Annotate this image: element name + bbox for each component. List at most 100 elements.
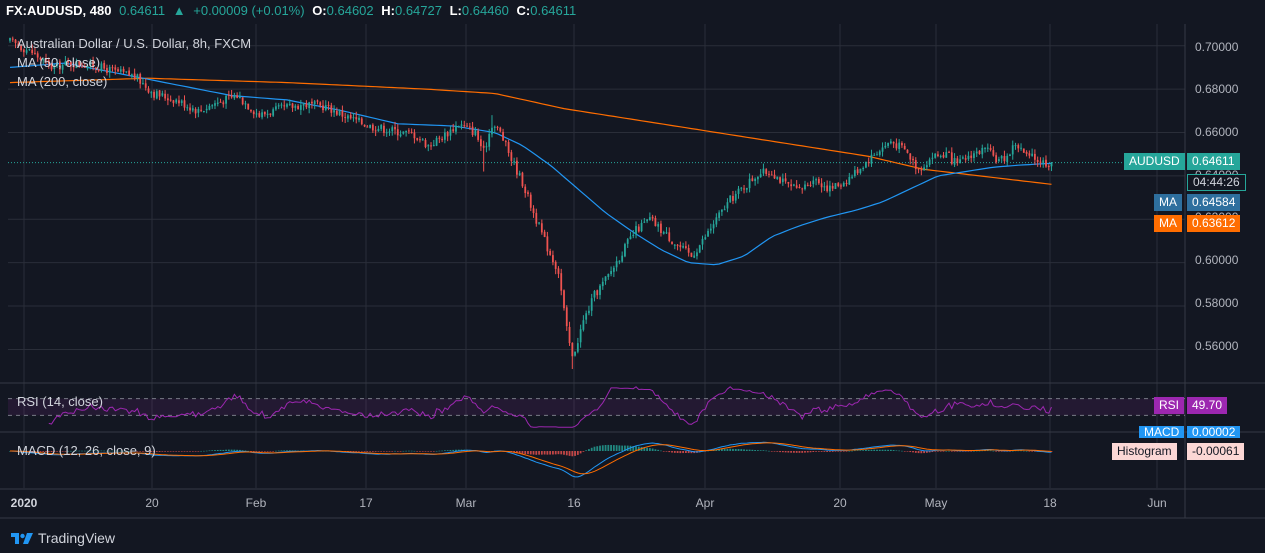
macd-histogram-bar <box>67 450 70 452</box>
candle-body <box>513 161 516 163</box>
ma200-legend[interactable]: MA (200, close) <box>17 74 108 89</box>
candle-body <box>1009 154 1011 156</box>
current-price: 0.64611 <box>1192 154 1235 168</box>
candle-body <box>153 91 155 98</box>
tradingview-brand[interactable]: TradingView <box>10 528 115 548</box>
candle-body <box>632 235 635 237</box>
candle-body <box>64 61 67 66</box>
candle-body <box>205 108 208 111</box>
macd-histogram-bar <box>823 451 826 452</box>
price-tick: 0.56000 <box>1195 339 1239 353</box>
candle-body <box>233 95 236 99</box>
candle-body <box>161 93 164 96</box>
candle-body <box>831 186 834 189</box>
candle-body <box>480 139 482 147</box>
rsi-pane <box>8 386 1185 428</box>
candle-body <box>693 255 696 258</box>
macd-histogram-bar <box>427 451 430 452</box>
macd-histogram-bar <box>629 445 632 451</box>
candle-body <box>11 38 14 40</box>
macd-histogram-bar <box>829 451 831 452</box>
candle-body <box>662 231 665 234</box>
macd-histogram-bar <box>1011 450 1014 452</box>
macd-histogram-bar <box>263 451 266 452</box>
macd-histogram-bar <box>58 451 61 452</box>
rsi-legend[interactable]: RSI (14, close) <box>17 394 103 409</box>
macd-histogram-bar <box>432 451 435 452</box>
price-tick: 0.58000 <box>1195 296 1239 310</box>
macd-histogram-bar <box>250 451 252 452</box>
candle-body <box>180 100 183 104</box>
macd-histogram-bar <box>241 450 244 451</box>
symbol-label[interactable]: FX:AUDUSD, 480 <box>6 3 112 18</box>
candle-body <box>374 130 377 132</box>
macd-histogram-bar <box>948 450 950 452</box>
candle-body <box>568 326 571 344</box>
candle-body <box>1003 156 1006 162</box>
candle-body <box>823 186 826 188</box>
macd-histogram-bar <box>360 451 363 452</box>
macd-histogram-bar <box>72 450 75 452</box>
candle-body <box>637 226 640 232</box>
candle-body <box>463 125 466 127</box>
candle-body <box>311 101 313 104</box>
macd-histogram-bar <box>981 450 984 452</box>
macd-histogram-bar <box>443 450 446 451</box>
macd-histogram-bar <box>377 451 380 452</box>
ma50-legend[interactable]: MA (50, close) <box>17 55 101 70</box>
candle-body <box>388 131 391 133</box>
macd-histogram-bar <box>745 449 748 451</box>
candle-body <box>928 159 931 165</box>
candle-body <box>430 145 432 147</box>
macd-histogram-bar <box>604 444 607 451</box>
candle-body <box>889 141 892 144</box>
candle-body <box>266 113 269 115</box>
candle-body <box>144 83 147 88</box>
macd-histogram-bar <box>732 448 734 451</box>
candle-body <box>607 274 610 277</box>
candle-body <box>571 342 574 357</box>
candle-body <box>762 168 765 174</box>
macd-histogram-bar <box>424 451 427 452</box>
macd-histogram-bar <box>626 445 629 451</box>
macd-histogram-bar <box>407 450 410 452</box>
macd-histogram-bar <box>912 451 914 453</box>
macd-histogram-bar <box>898 450 901 452</box>
candle-body <box>784 178 787 182</box>
macd-histogram-bar <box>865 449 867 451</box>
macd-histogram-bar <box>765 450 768 452</box>
candle-body <box>399 134 402 137</box>
macd-histogram-bar <box>383 451 385 452</box>
candle-body <box>1022 148 1025 153</box>
candle-body <box>9 37 11 41</box>
candle-body <box>178 100 180 104</box>
macd-histogram-bar <box>380 451 383 452</box>
candle-body <box>593 291 596 298</box>
macd-histogram-bar <box>125 450 128 452</box>
macd-histogram-bar <box>657 449 660 451</box>
candle-body <box>247 103 250 110</box>
candle-body <box>421 139 424 141</box>
macd-histogram-bar <box>236 449 239 451</box>
candle-body <box>654 218 657 227</box>
candle-body <box>385 132 388 134</box>
candle-body <box>352 117 355 119</box>
rsi-value-tag: 49.70 <box>1187 397 1228 414</box>
macd-histogram-bar <box>787 451 790 453</box>
candle-body <box>34 52 36 54</box>
macd-legend[interactable]: MACD (12, 26, close, 9) <box>17 443 156 458</box>
candle-body <box>975 151 978 154</box>
macd-histogram-bar <box>419 451 421 452</box>
candle-body <box>754 178 757 181</box>
candle-body <box>768 173 770 175</box>
candle-body <box>895 143 898 149</box>
candle-body <box>277 105 280 107</box>
candle-body <box>884 145 887 148</box>
candle-body <box>200 109 203 111</box>
macd-histogram-bar <box>726 448 729 451</box>
macd-histogram-bar <box>1017 450 1020 452</box>
candle-body <box>349 115 352 119</box>
macd-histogram-bar <box>529 451 532 455</box>
macd-histogram-bar <box>975 450 978 452</box>
